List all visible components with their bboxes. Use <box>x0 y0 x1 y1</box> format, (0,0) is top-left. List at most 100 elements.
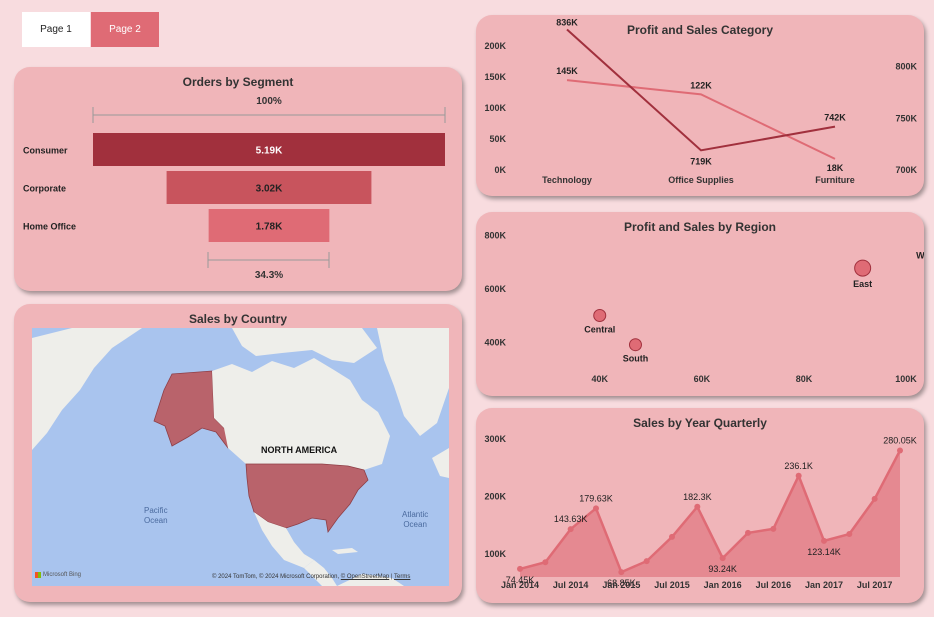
quarterly-data-label: 74.45K <box>506 575 535 585</box>
funnel-bottom-percent: 34.3% <box>255 270 283 281</box>
tab-page-2-label: Page 2 <box>109 24 141 35</box>
quarterly-point[interactable] <box>871 495 878 502</box>
region-y-tick: 400K <box>484 338 506 348</box>
attribution-text: © 2024 TomTom, © 2024 Microsoft Corporat… <box>212 574 341 580</box>
land-canada-islands <box>232 328 377 363</box>
quarterly-line[interactable] <box>519 449 902 574</box>
region-bubble-label: Central <box>584 325 615 335</box>
quarterly-data-label: 236.1K <box>784 461 813 471</box>
atlantic-ocean-label: Atlantic Ocean <box>402 510 428 530</box>
region-x-tick: 60K <box>694 374 711 384</box>
land-usa <box>245 463 369 534</box>
category-data-label: 18K <box>827 163 844 173</box>
region-bubble[interactable] <box>593 309 607 323</box>
sales-map[interactable]: NORTH AMERICA Pacific Ocean Atlantic Oce… <box>32 328 449 586</box>
region-y-tick: 800K <box>484 230 506 240</box>
funnel-bar[interactable] <box>208 209 330 242</box>
quarterly-point[interactable] <box>643 558 650 565</box>
region-x-tick: 80K <box>796 374 813 384</box>
funnel-top-bracket <box>92 107 446 123</box>
land-europe <box>432 448 449 478</box>
segment-funnel-chart: 100% 5.19K Consumer 3.02K Corporate 1.78K Hom… <box>23 96 446 281</box>
quarterly-x-tick: Jul 2014 <box>553 580 589 590</box>
quarterly-point[interactable] <box>669 533 675 540</box>
quarterly-y-tick: 200K <box>484 492 506 502</box>
quarterly-data-label: 143.63K <box>554 514 588 524</box>
left-axis-tick: 200K <box>484 41 506 51</box>
region-x-tick: 100K <box>895 374 917 384</box>
terms-link[interactable]: Terms <box>394 574 411 580</box>
profit-sales-region-card: Profit and Sales by Region 40K 60K 80K 100K… <box>476 212 924 396</box>
left-axis-tick: 150K <box>484 72 506 82</box>
orders-by-segment-card: Orders by Segment 100% 5.19K Consumer 3.02… <box>14 67 462 291</box>
category-data-label: 145K <box>556 66 578 76</box>
land-central-america <box>304 560 337 586</box>
category-data-label: 122K <box>690 80 712 90</box>
left-axis-tick: 100K <box>484 103 506 113</box>
pacific-ocean-label: Pacific Ocean <box>144 506 168 526</box>
quarterly-point[interactable] <box>694 503 701 510</box>
quarterly-x-tick: Jan 2015 <box>602 580 640 590</box>
funnel-bar[interactable] <box>93 133 445 166</box>
quarterly-point[interactable] <box>567 526 574 533</box>
openstreetmap-link[interactable]: © OpenStreetMap <box>340 574 390 580</box>
bing-logo: Microsoft Bing <box>35 572 81 578</box>
map-attribution: © 2024 TomTom, © 2024 Microsoft Corporat… <box>212 574 411 580</box>
tab-page-1[interactable]: Page 1 <box>22 12 90 47</box>
quarterly-data-label: 179.63K <box>579 493 613 503</box>
north-america-label: NORTH AMERICA <box>261 445 338 455</box>
land-mexico <box>254 512 314 568</box>
bing-logo-text: Microsoft Bing <box>43 572 82 578</box>
category-data-label: 719K <box>690 156 712 166</box>
quarterly-area-chart: 300K 200K 100K 74.45K 143.63K 179.63K 68.85K 18… <box>484 434 916 590</box>
category-line-chart: 200K 150K 100K 50K 0K 800K 750K 700K Technology O… <box>484 17 917 185</box>
quarterly-data-label: 68.85K <box>607 578 636 588</box>
profit-sales-region-title: Profit and Sales by Region <box>623 220 777 234</box>
quarterly-point[interactable] <box>517 565 523 572</box>
left-axis-tick: 0K <box>494 165 506 175</box>
category-data-label: 836K <box>556 17 578 27</box>
pacific-ocean-line1: Pacific <box>144 506 168 515</box>
region-y-tick: 600K <box>484 284 506 294</box>
profit-sales-category-title: Profit and Sales Category <box>626 23 774 37</box>
quarterly-x-tick: Jul 2015 <box>654 580 690 590</box>
funnel-category-label: Corporate <box>23 184 66 194</box>
quarterly-point[interactable] <box>542 559 549 566</box>
land-south-america <box>337 574 404 586</box>
quarterly-point[interactable] <box>795 472 802 479</box>
quarterly-x-tick: Jan 2016 <box>704 580 742 590</box>
quarterly-y-tick: 300K <box>484 434 506 444</box>
tab-page-2[interactable]: Page 2 <box>91 12 159 47</box>
windows-logo-icon <box>35 572 41 578</box>
quarterly-point[interactable] <box>846 531 853 538</box>
quarterly-data-label: 93.24K <box>708 564 737 574</box>
quarterly-area-fill <box>520 450 900 577</box>
quarterly-point[interactable] <box>593 505 599 512</box>
category-series-line[interactable] <box>566 79 836 160</box>
quarterly-point[interactable] <box>745 529 751 536</box>
region-bubble-label: South <box>623 354 649 364</box>
region-bubble[interactable] <box>854 259 872 277</box>
funnel-bar[interactable] <box>166 171 372 204</box>
land-greenland <box>377 328 449 436</box>
quarterly-x-tick: Jul 2016 <box>756 580 792 590</box>
funnel-value-label: 3.02K <box>256 184 283 195</box>
quarterly-point[interactable] <box>719 555 726 562</box>
category-axis-label: Technology <box>542 175 592 185</box>
quarterly-point[interactable] <box>897 447 903 454</box>
tab-page-1-label: Page 1 <box>40 24 72 35</box>
sales-year-quarterly-title: Sales by Year Quarterly <box>633 416 767 430</box>
region-bubble[interactable] <box>628 338 642 352</box>
quarterly-point[interactable] <box>770 525 777 532</box>
funnel-value-label: 5.19K <box>256 146 283 157</box>
quarterly-point[interactable] <box>821 537 827 544</box>
funnel-top-percent: 100% <box>256 96 282 107</box>
profit-sales-category-card: Profit and Sales Category 200K 150K 100K 50… <box>476 15 924 196</box>
right-axis-tick: 800K <box>895 62 917 72</box>
category-series-line[interactable] <box>566 28 836 152</box>
region-x-tick: 40K <box>591 374 608 384</box>
orders-by-segment-title: Orders by Segment <box>182 75 294 89</box>
right-axis-tick: 750K <box>895 113 917 123</box>
quarterly-point[interactable] <box>618 569 625 576</box>
funnel-category-label: Consumer <box>23 146 68 156</box>
